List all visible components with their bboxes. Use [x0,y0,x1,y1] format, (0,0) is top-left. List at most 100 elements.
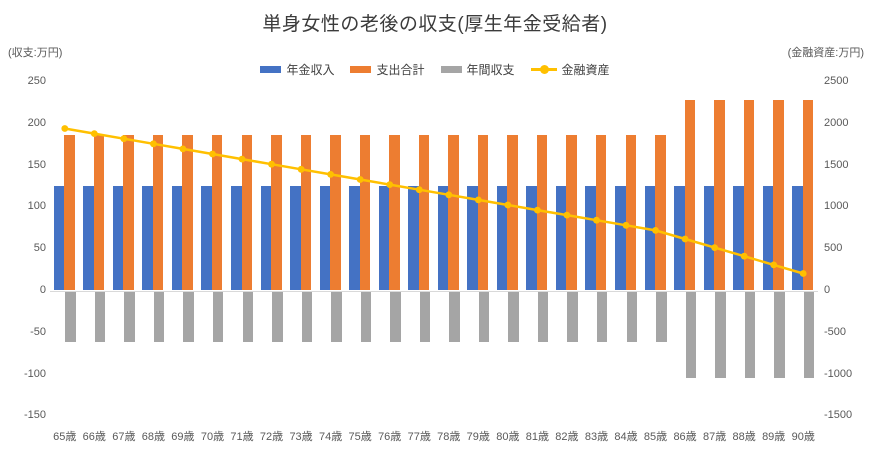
line-marker-icon [297,165,305,173]
bar-annual-balance [272,291,283,343]
x-axis-tick: 70歳 [200,431,225,443]
chart-title: 単身女性の老後の収支(厚生年金受給者) [262,14,608,35]
bar-total-expenses [625,135,636,291]
line-marker-icon [770,261,778,269]
bar-total-expenses [64,135,75,291]
legend-label: 年間収支 [466,63,515,77]
bar-pension-income [792,186,803,291]
line-marker-icon [534,206,541,214]
y-axis-tick-right: 500 [824,242,843,255]
x-axis-tick: 82歳 [555,431,579,443]
line-marker-icon [740,252,748,260]
bar-pension-income [585,186,596,291]
line-marker-icon [593,216,600,224]
line-marker-icon [238,155,246,163]
bar-pension-income [467,186,478,291]
x-axis-tick: 73歳 [289,431,313,443]
bar-total-expenses [182,135,193,291]
x-axis-tick: 88歳 [732,431,756,443]
bar-pension-income [171,186,183,291]
legend-item-total-expenses: 支出合計 [350,61,425,78]
line-marker-icon [504,201,512,209]
bar-total-expenses [507,135,518,291]
line-marker-icon [356,176,364,183]
bar-total-expenses [773,100,784,291]
bar-pension-income [733,186,744,291]
y-axis-tick-right: 2500 [824,75,849,88]
y-axis-tick-right: -1500 [824,409,853,422]
bar-total-expenses [418,135,430,291]
bar-total-expenses [93,135,105,291]
x-axis-tick: 67歳 [112,431,136,443]
bar-pension-income [142,186,153,291]
bar-annual-balance [656,291,667,343]
line-segment [64,127,804,275]
y-axis-tick-right: 1000 [824,200,849,213]
bar-pension-income [349,186,360,291]
y-axis-tick-left: 200 [27,116,46,129]
bar-annual-balance [153,291,165,343]
line-marker-icon [652,227,659,234]
x-axis-tick: 85歳 [643,431,668,443]
bar-pension-income [703,186,715,291]
zero-axis-line [50,291,818,292]
bar-annual-balance [331,291,342,343]
bar-total-expenses [595,135,607,291]
bar-annual-balance [744,291,756,378]
y-axis-tick-right: -1000 [824,367,853,380]
bar-total-expenses [211,135,223,291]
legend-item-pension-income: 年金収入 [260,61,334,78]
bar-annual-balance [537,291,549,343]
y-axis-tick-left: 0 [39,284,46,296]
bar-total-expenses [123,135,134,291]
bar-total-expenses [684,100,696,291]
x-axis-tick: 87歳 [702,431,727,443]
bar-annual-balance [626,291,637,343]
bar-pension-income [319,186,331,291]
bar-pension-income [496,186,508,291]
y-axis-tick-left: -150 [23,409,46,422]
line-marker-icon [415,186,423,194]
bar-pension-income [231,186,242,291]
y-axis-tick-left: -50 [30,325,46,338]
bar-pension-income [408,186,419,291]
x-axis-tick: 84歳 [614,431,638,443]
x-axis-tick: 78歳 [437,431,461,443]
bar-annual-balance [478,291,490,343]
x-axis-tick: 77歳 [407,431,431,443]
x-axis-tick: 69歳 [171,431,195,443]
line-marker-icon [799,270,807,277]
bar-total-expenses [802,100,814,291]
orange-bar-swatch-icon [350,66,372,73]
bar-annual-balance [124,291,135,343]
bar-pension-income [83,186,94,291]
bar-annual-balance [212,291,224,343]
bar-total-expenses [655,135,666,291]
bar-annual-balance [390,291,401,343]
bar-pension-income [290,186,301,291]
blue-bar-swatch-icon [260,66,282,73]
line-marker-icon [622,221,630,229]
x-axis-tick: 75歳 [348,431,372,443]
bar-pension-income [644,186,656,291]
x-axis-tick: 86歳 [673,431,697,443]
bar-total-expenses [300,135,312,291]
bar-pension-income [53,186,65,291]
bar-total-expenses [152,135,164,291]
left-axis-title: (収支:万円) [8,47,63,59]
bar-total-expenses [477,135,489,291]
chart-legend: 年金収入 支出合計 年間収支 金融資産 [0,61,870,78]
bar-pension-income [526,186,537,291]
y-axis-tick-left: 50 [33,242,46,255]
bar-pension-income [378,186,390,291]
yellow-line-marker-swatch-icon [530,65,557,74]
y-axis-tick-right: 2000 [824,116,849,129]
bar-total-expenses [536,135,548,291]
right-axis-title: (金融資産:万円) [787,47,864,59]
bar-total-expenses [330,135,341,291]
bar-total-expenses [566,135,577,291]
bar-annual-balance [508,291,519,343]
bar-total-expenses [389,135,400,291]
